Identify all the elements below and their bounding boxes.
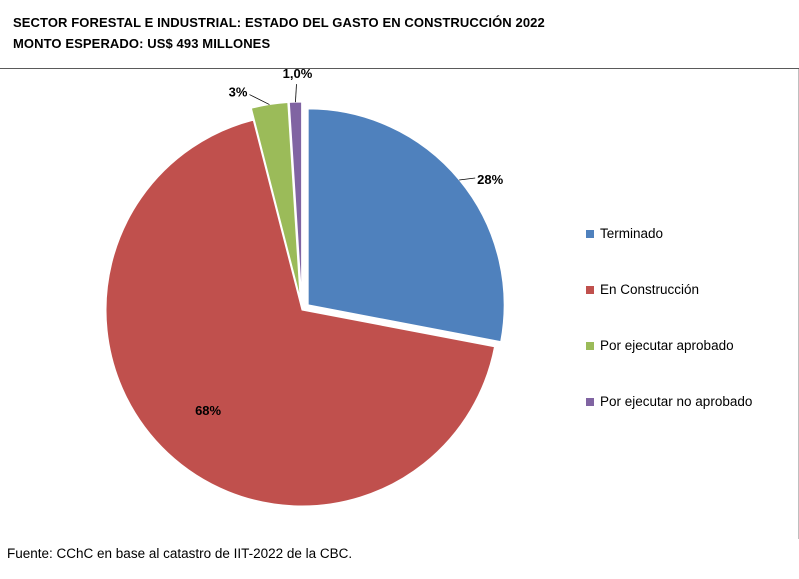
source-note: Fuente: CChC en base al catastro de IIT-…: [7, 546, 353, 561]
leader-line-por-ejecutar-aprobado: [249, 94, 270, 105]
pie-slice-en-construccion: [105, 119, 496, 507]
legend-swatch-en-construccion: [586, 285, 594, 294]
leader-line-terminado: [459, 177, 476, 181]
chart-header: SECTOR FORESTAL E INDUSTRIAL: ESTADO DEL…: [0, 0, 799, 69]
legend-label-terminado: Terminado: [600, 226, 664, 241]
chart-title: SECTOR FORESTAL E INDUSTRIAL: ESTADO DEL…: [13, 15, 545, 30]
legend-item-por-ejecutar-no-aprobado: Por ejecutar no aprobado: [586, 394, 752, 409]
legend-swatch-por-ejecutar-no-aprobado: [586, 397, 594, 406]
legend-label-en-construccion: En Construcción: [600, 282, 700, 297]
legend-item-terminado: Terminado: [586, 226, 663, 241]
pie-slice-por-ejecutar-aprobado: [250, 102, 301, 299]
legend-swatch-terminado: [586, 229, 594, 238]
chart-subtitle: MONTO ESPERADO: US$ 493 MILLONES: [13, 36, 271, 51]
data-label-en-construccion: 68%: [195, 403, 221, 418]
data-label-por-ejecutar-aprobado: 3%: [229, 85, 248, 100]
leader-line-por-ejecutar-no-aprobado: [295, 84, 297, 103]
legend-label-por-ejecutar-aprobado: Por ejecutar aprobado: [600, 338, 734, 353]
legend-item-por-ejecutar-aprobado: Por ejecutar aprobado: [586, 338, 734, 353]
legend-swatch-por-ejecutar-aprobado: [586, 341, 594, 350]
legend-item-en-construccion: En Construcción: [586, 282, 699, 297]
pie-slice-terminado: [307, 108, 505, 343]
data-label-por-ejecutar-no-aprobado: 1,0%: [283, 66, 313, 81]
pie-slice-por-ejecutar-no-aprobado: [288, 101, 303, 299]
legend-label-por-ejecutar-no-aprobado: Por ejecutar no aprobado: [600, 394, 753, 409]
data-label-terminado: 28%: [477, 172, 503, 187]
